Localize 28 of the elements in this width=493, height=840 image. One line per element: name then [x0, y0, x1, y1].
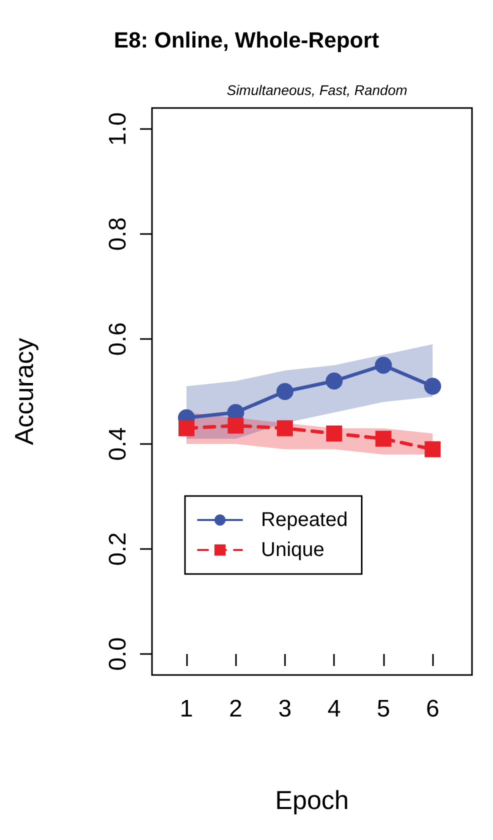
x-tick-label: 2 [229, 696, 242, 722]
y-tick-label: 1.0 [104, 112, 132, 146]
chart-title: E8: Online, Whole-Report [114, 28, 380, 52]
point [326, 426, 342, 442]
y-tick-label: 0.4 [104, 427, 132, 461]
y-tick-label: 0.0 [104, 637, 132, 671]
point [424, 441, 441, 458]
y-axis-title: Accuracy [9, 338, 39, 445]
x-tick-label: 3 [278, 696, 292, 722]
x-tick-label: 5 [376, 696, 390, 722]
point [326, 372, 343, 390]
point [276, 420, 293, 436]
y-tick-label: 0.6 [104, 322, 132, 356]
y-tick-label: 0.2 [104, 532, 132, 566]
point [178, 420, 194, 436]
legend-label: Unique [261, 539, 324, 561]
y-tick-label: 0.8 [104, 217, 132, 251]
chart-subtitle: Simultaneous, Fast, Random [226, 82, 408, 98]
x-axis-title: Epoch [275, 785, 349, 815]
point [228, 418, 244, 434]
x-tick-label: 4 [327, 696, 341, 722]
point [276, 383, 294, 400]
point [375, 430, 392, 447]
point [374, 356, 392, 374]
point [424, 378, 442, 395]
x-tick-label: 6 [426, 696, 440, 722]
legend-label: Repeated [261, 509, 348, 531]
x-tick-label: 1 [180, 696, 194, 722]
